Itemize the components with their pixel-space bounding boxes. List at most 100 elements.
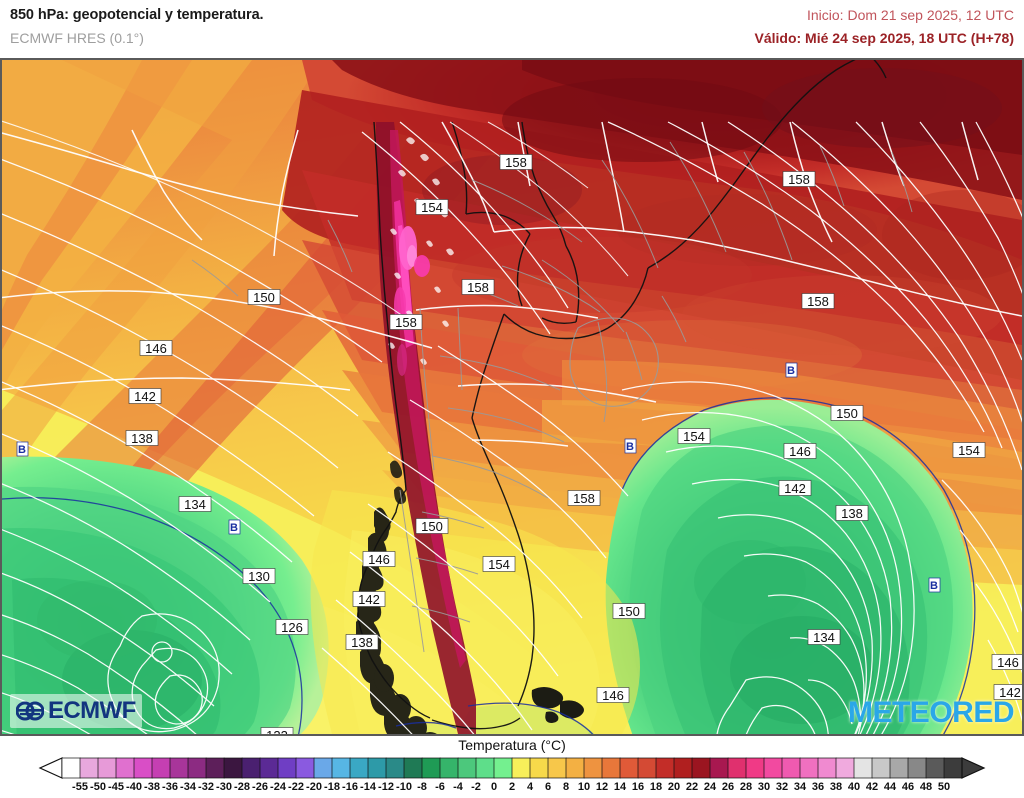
scale-tick-label: 38 [829,781,843,793]
scale-tick-label: 34 [793,781,807,793]
scale-swatch [835,757,855,779]
color-scale-ticks: -55 -50 -45 -40 -38 -36 -34 -32 -30 -28 -26 -24 -22-… [0,781,1024,797]
init-time-label: Inicio: Dom 21 sep 2025, 12 UTC [807,7,1014,23]
contour-label: 130 [248,569,270,584]
scale-swatch [385,757,405,779]
scale-swatch [475,757,495,779]
scale-swatch [691,757,711,779]
map-header: 850 hPa: geopotencial y temperatura. ECM… [0,0,1024,58]
contour-label-bg [677,428,711,444]
scale-tick-label: -8 [417,781,427,793]
ecmwf-logo-text: ECMWF [48,697,136,724]
contour-label-bg [482,556,516,572]
scale-tick-label: -30 [216,781,232,793]
scale-swatch [421,757,441,779]
scale-swatch [61,757,81,779]
scale-swatch [907,757,927,779]
scale-swatch [331,757,351,779]
contour-label: 138 [131,431,153,446]
scale-tick-label: 26 [721,781,735,793]
scale-tick-label: 4 [526,781,534,793]
contour-label: 158 [807,294,829,309]
contour-label: 154 [421,200,443,215]
scale-tick-label: -2 [471,781,481,793]
contour-label-bg [991,654,1022,670]
contour-label: 142 [358,592,380,607]
contour-label: 146 [145,341,167,356]
scale-swatch [457,757,477,779]
scale-swatch [367,757,387,779]
contour-label-bg [178,496,212,512]
contour-label: 150 [253,290,275,305]
scale-tick-label: 10 [577,781,591,793]
scale-swatch [583,757,603,779]
contour-label-bg [612,603,646,619]
contour-label-bg [807,629,841,645]
scale-tick-label: -32 [198,781,214,793]
contour-label-bg [461,279,495,295]
scale-swatch [799,757,819,779]
scale-swatch [925,757,945,779]
contour-label-bg [596,687,630,703]
scale-swatch [745,757,765,779]
scale-tick-label: 18 [649,781,663,793]
contour-label-bg [415,199,449,215]
contour-label: 146 [602,688,624,703]
low-marker-label: B [626,441,634,453]
scale-right-arrow [961,757,986,779]
contour-label: 134 [813,630,835,645]
scale-tick-label: -14 [360,781,376,793]
scale-swatch [133,757,153,779]
contour-label: 154 [958,443,980,458]
contour-label-bg [128,388,162,404]
scale-tick-label: -28 [234,781,250,793]
scale-swatch [205,757,225,779]
contour-label-bg [830,405,864,421]
scale-swatch [763,757,783,779]
scale-tick-label: 50 [937,781,951,793]
low-marker-bg [785,362,798,378]
contour-label: 142 [784,481,806,496]
contour-label-bg [782,171,816,187]
scale-tick-label: -16 [342,781,358,793]
scale-swatch [277,757,297,779]
weather-map[interactable]: 158 158 158 158 158 158 154 154 154 154 150 150 150 1… [0,58,1024,736]
scale-tick-label: 6 [544,781,552,793]
meteored-logo: METEORED [848,698,1015,728]
ecmwf-logo: ECMWF [10,694,142,728]
scale-tick-label: -55 [72,781,88,793]
scale-swatch [97,757,117,779]
map-canvas: 158 158 158 158 158 158 154 154 154 154 150 150 150 1… [2,60,1022,734]
scale-swatch [853,757,873,779]
contour-label: 146 [789,444,811,459]
scale-swatch [781,757,801,779]
model-label: ECMWF HRES (0.1°) [10,30,144,46]
contour-label: 146 [368,552,390,567]
contour-label: 138 [841,506,863,521]
low-marker-group: B B B B B [16,362,941,593]
scale-swatch [259,757,279,779]
contour-label-bg [247,289,281,305]
scale-swatch [295,757,315,779]
scale-tick-label: 12 [595,781,609,793]
contour-label-bg [778,480,812,496]
contour-label-bg [993,684,1022,700]
contour-label: 158 [573,491,595,506]
contour-label-bg [389,314,423,330]
contour-label: 150 [421,519,443,534]
scale-swatch [187,757,207,779]
scale-swatch [313,757,333,779]
color-scale: Temperatura (°C) -55 -50 -45 -40 -38 -36 -34 -3… [0,736,1024,798]
scale-swatch [493,757,513,779]
scale-tick-label: 24 [703,781,717,793]
scale-tick-label: 44 [883,781,897,793]
contour-label: 158 [505,155,527,170]
scale-swatch [511,757,531,779]
page-title: 850 hPa: geopotencial y temperatura. [10,7,264,23]
scale-swatch [565,757,585,779]
scale-swatch [619,757,639,779]
scale-tick-label: -38 [144,781,160,793]
scale-tick-label: -12 [378,781,394,793]
contour-label-bg [835,505,869,521]
low-marker-bg [16,441,29,457]
